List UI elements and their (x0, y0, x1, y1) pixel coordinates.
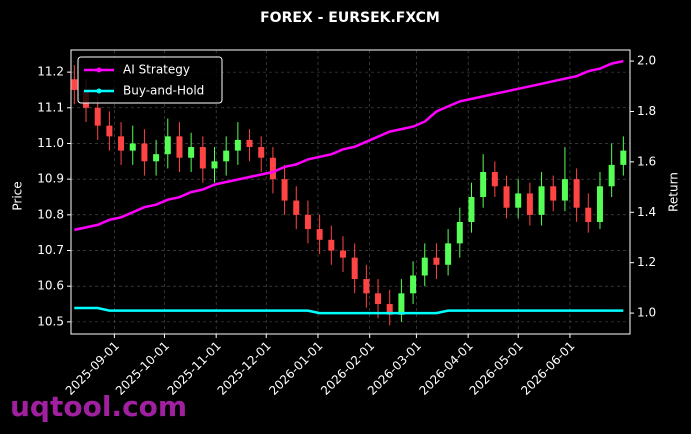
return-line (74, 59, 624, 232)
candle-body (445, 243, 452, 265)
y2-tick-label: 1.4 (637, 205, 656, 219)
candle-body (375, 293, 382, 305)
candle-body (211, 161, 218, 169)
y2-axis-label: Return (667, 172, 681, 212)
candle-body (269, 157, 276, 180)
candle-body (351, 257, 358, 280)
y-tick-label: 10.6 (37, 279, 64, 293)
candle-body (596, 186, 603, 222)
chart-title: FOREX - EURSEK.FXCM (260, 10, 440, 26)
candle-body (503, 186, 510, 208)
candle-body (199, 147, 206, 169)
candle-body (129, 143, 136, 151)
watermark: uqtool.com (10, 390, 187, 423)
candle-body (246, 139, 253, 148)
candle-body (585, 207, 592, 222)
legend-label: AI Strategy (123, 63, 190, 77)
candle-body (304, 214, 311, 230)
candle-body (386, 304, 393, 315)
candle-body (550, 186, 557, 201)
candle-body (538, 186, 545, 215)
y-tick-label: 11.2 (37, 65, 64, 79)
candle-body (363, 279, 370, 294)
legend: AI Strategy Buy-and-Hold (77, 56, 223, 104)
candle-body (421, 257, 428, 276)
legend-label: Buy-and-Hold (123, 84, 204, 98)
candle-body (293, 200, 300, 215)
candle-body (258, 147, 265, 158)
candle-body (468, 196, 475, 222)
y2-tick-label: 1.6 (637, 154, 656, 168)
candle-body (234, 139, 241, 151)
candle-body (491, 172, 498, 187)
y-tick-label: 10.7 (37, 243, 64, 257)
legend-marker (96, 88, 102, 94)
y2-tick-label: 1.8 (637, 104, 656, 118)
candle-body (316, 229, 323, 240)
candle-body (433, 257, 440, 265)
candle-body (164, 136, 171, 155)
candle-body (480, 172, 487, 197)
candle-body (398, 293, 405, 315)
candle-body (328, 239, 335, 251)
candle-body (526, 193, 533, 215)
candle-body (608, 164, 615, 187)
candle-body (106, 125, 113, 137)
candle-body (94, 107, 101, 126)
candle-body (410, 275, 417, 294)
candle-body (223, 150, 230, 162)
candle-body (573, 179, 580, 208)
candle-body (339, 250, 346, 258)
y-tick-label: 10.8 (37, 207, 64, 221)
candle-body (71, 79, 78, 90)
y2-tick-label: 2.0 (637, 54, 656, 68)
candle-body (456, 221, 463, 244)
candle-body (153, 154, 160, 162)
y-tick-label: 11.1 (37, 100, 64, 114)
y-tick-label: 11.0 (37, 136, 64, 150)
y2-tick-label: 1.0 (637, 306, 656, 320)
y2-tick-label: 1.2 (637, 255, 656, 269)
candle-body (118, 136, 125, 151)
candle-body (176, 136, 183, 158)
candle-body (515, 193, 522, 208)
y-tick-label: 10.9 (37, 172, 64, 186)
plot-frame (70, 49, 631, 335)
candle-body (561, 179, 568, 201)
candle-body (188, 147, 195, 158)
legend-marker (96, 67, 102, 73)
candle-body (620, 150, 627, 165)
return-line (74, 306, 624, 315)
candle-body (281, 179, 288, 201)
y-axis-label: Price (11, 181, 25, 210)
candle-body (141, 143, 148, 162)
y-tick-label: 10.5 (37, 314, 64, 328)
